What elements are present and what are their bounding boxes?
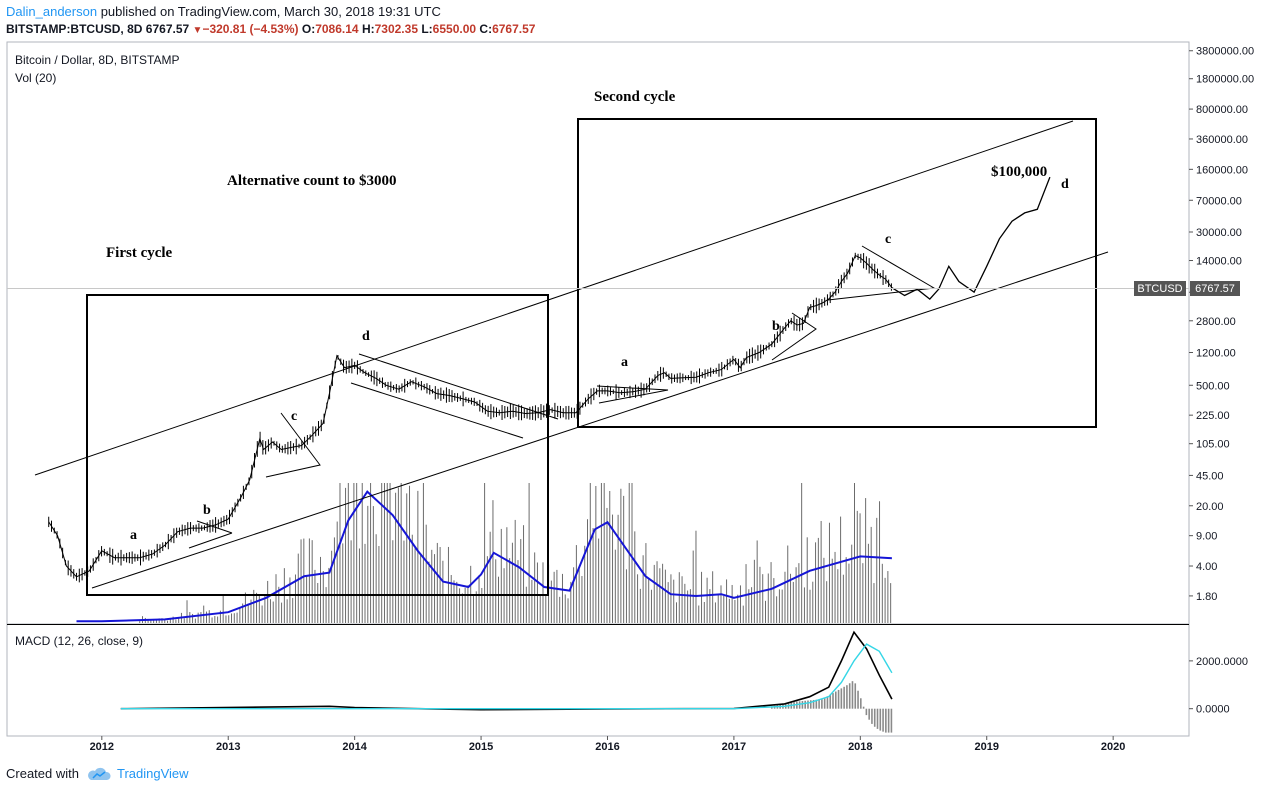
wedge-d-upper[interactable] — [358, 353, 559, 420]
time-tick-label: 2018 — [848, 741, 872, 753]
price-tick-label: 3800000.00 — [1196, 46, 1254, 58]
price-candles — [48, 252, 892, 583]
price-tick-label: 70000.00 — [1196, 195, 1242, 207]
first-cycle-box[interactable] — [86, 294, 549, 596]
price-tick-label: 2800.00 — [1196, 316, 1236, 328]
wave-b-first: b — [203, 503, 211, 518]
symbol-label: BITSTAMP:BTCUSD, 8D — [6, 22, 143, 36]
price-tick-label: 360000.00 — [1196, 134, 1248, 146]
channel-lower-line[interactable] — [91, 251, 1109, 589]
wave-d-first: d — [362, 329, 370, 344]
price-tick-label: 105.00 — [1196, 439, 1230, 451]
open-value: 7086.14 — [315, 22, 359, 36]
price-tick-label: 30000.00 — [1196, 227, 1242, 239]
high-label: H: — [361, 22, 375, 36]
time-tick-label: 2016 — [595, 741, 619, 753]
price-tick-label: 4.00 — [1196, 561, 1217, 573]
last-price: 6767.57 — [145, 22, 190, 36]
macd-axis: 2000.0000 0.0000 — [1189, 656, 1248, 716]
footer: Created with TradingView — [6, 766, 189, 781]
created-with-text: Created with — [6, 766, 79, 781]
main-pane-frame — [6, 41, 1190, 625]
time-tick-label: 2015 — [469, 741, 493, 753]
close-value: 6767.57 — [492, 22, 536, 36]
triangle-c-first[interactable] — [265, 412, 321, 478]
price-tick-label: 9.00 — [1196, 531, 1217, 543]
price-tag-symbol-bg — [1134, 281, 1186, 296]
macd-line — [120, 630, 893, 711]
low-label: L: — [421, 22, 433, 36]
low-value: 6550.00 — [432, 22, 477, 36]
ohlc-line: BITSTAMP:BTCUSD, 8D 6767.57 ▼−320.81 (−4… — [6, 22, 535, 36]
triangle-a-second[interactable] — [596, 385, 669, 404]
time-axis[interactable]: 2012 2013 2014 2015 2016 2017 2018 2019 2020 — [90, 736, 1126, 753]
price-tick-label: 160000.00 — [1196, 164, 1248, 176]
time-tick-label: 2020 — [1101, 741, 1125, 753]
volume-pane-title: Vol (20) — [15, 71, 56, 85]
price-tick-label: 500.00 — [1196, 380, 1230, 392]
wave-a-first: a — [130, 528, 137, 543]
macd-pane-title: MACD (12, 26, close, 9) — [15, 634, 143, 648]
price-tick-label: 14000.00 — [1196, 256, 1242, 268]
macd-pane-frame — [6, 623, 1190, 737]
target-label: $100,000 — [991, 164, 1047, 180]
wave-d-second: d — [1061, 177, 1069, 192]
price-tag-symbol: BTCUSD — [1137, 283, 1182, 295]
wave-c-first: c — [291, 409, 297, 424]
wave-c-second: c — [885, 232, 891, 247]
open-label: O: — [301, 22, 316, 36]
triangle-b-upper[interactable] — [196, 520, 233, 534]
wedge-d-lower[interactable] — [350, 382, 524, 439]
wave-b-second: b — [772, 319, 780, 334]
time-tick-label: 2013 — [216, 741, 240, 753]
tradingview-cloud-icon — [88, 767, 111, 780]
signal-line — [120, 643, 893, 710]
price-tag-value-bg — [1190, 281, 1240, 296]
time-tick-label: 2012 — [90, 741, 114, 753]
high-value: 7302.35 — [374, 22, 418, 36]
main-pane-title: Bitcoin / Dollar, 8D, BITSTAMP — [15, 53, 180, 67]
macd-histogram — [771, 681, 893, 733]
publish-header: Dalin_anderson published on TradingView.… — [6, 4, 441, 19]
first-cycle-label: First cycle — [106, 245, 173, 261]
volume-ma-line — [76, 490, 892, 623]
price-tag: BTCUSD 6767.57 — [1134, 281, 1240, 296]
tradingview-link[interactable]: TradingView — [116, 766, 189, 781]
price-series-line — [48, 254, 893, 578]
published-text: published on TradingView.com, March 30, … — [100, 4, 441, 19]
time-tick-label: 2014 — [342, 741, 367, 753]
price-tick-label: 1200.00 — [1196, 347, 1236, 359]
price-axis[interactable]: 3800000.00 1800000.00 800000.00 360000.00 16… — [1189, 46, 1254, 603]
price-tick-label: 45.00 — [1196, 470, 1224, 482]
close-label: C: — [479, 22, 493, 36]
price-tick-label: 800000.00 — [1196, 104, 1248, 116]
price-tag-value: 6767.57 — [1195, 283, 1235, 295]
price-change: −320.81 (−4.53%) — [202, 22, 299, 36]
triangle-b-second[interactable] — [771, 312, 817, 361]
macd-tick-label: 0.0000 — [1196, 704, 1230, 716]
down-arrow-icon: ▼ — [192, 25, 203, 36]
second-cycle-label: Second cycle — [594, 89, 676, 105]
alt-count-label: Alternative count to $3000 — [227, 173, 397, 189]
author-link[interactable]: Dalin_anderson — [6, 4, 98, 19]
time-tick-label: 2019 — [974, 741, 998, 753]
macd-tick-label: 2000.0000 — [1196, 656, 1248, 668]
price-tick-label: 225.00 — [1196, 410, 1230, 422]
second-cycle-box[interactable] — [577, 118, 1097, 428]
drawings[interactable] — [34, 118, 1109, 596]
projection-path — [891, 176, 1051, 300]
price-tick-label: 1.80 — [1196, 591, 1217, 603]
price-tick-label: 1800000.00 — [1196, 74, 1254, 86]
price-tick-label: 20.00 — [1196, 501, 1224, 513]
volume-bars — [139, 483, 892, 623]
channel-upper-line[interactable] — [34, 120, 1074, 476]
triangle-b-lower[interactable] — [188, 532, 233, 549]
wave-a-second: a — [621, 355, 628, 370]
time-tick-label: 2017 — [722, 741, 746, 753]
